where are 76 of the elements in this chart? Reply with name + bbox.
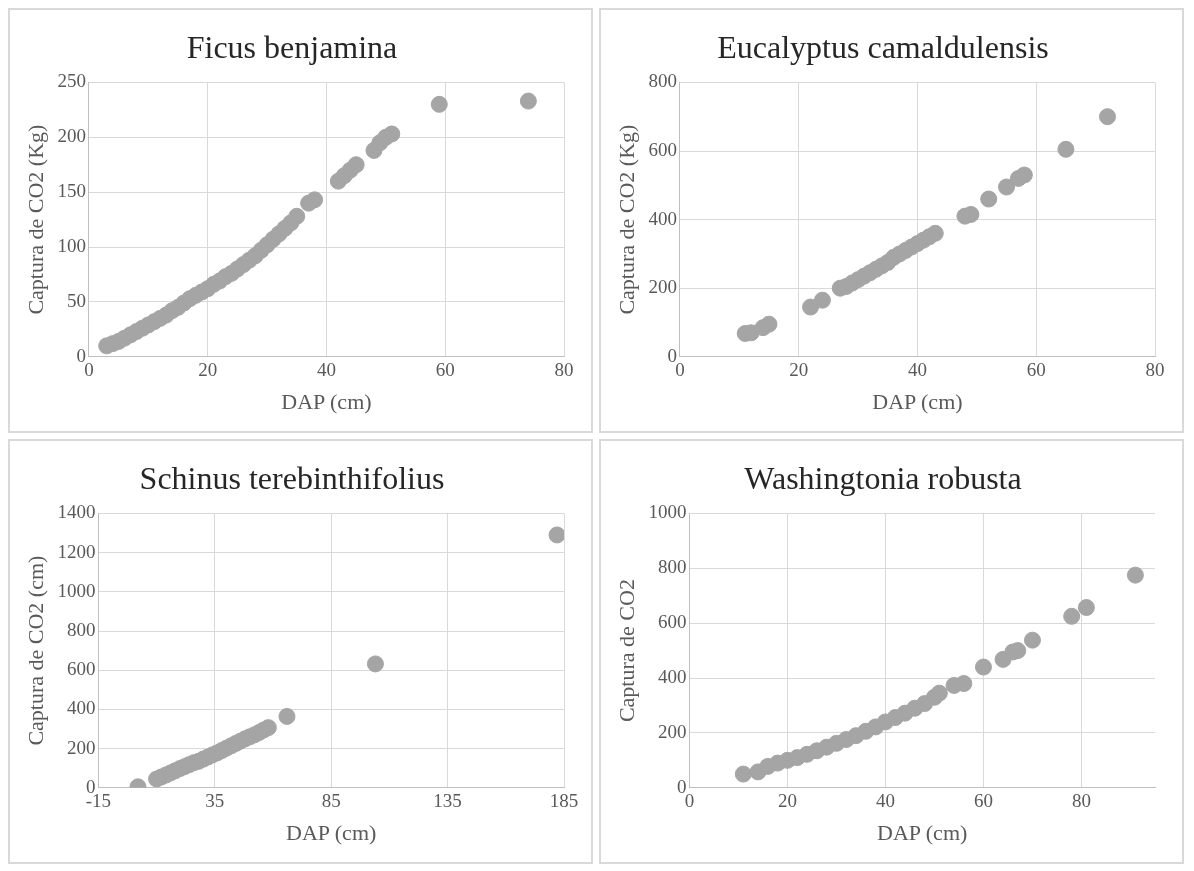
chart-title: Eucalyptus camaldulensis xyxy=(717,28,1049,65)
y-tick-label: 250 xyxy=(57,70,86,92)
x-axis-title: DAP (cm) xyxy=(872,388,963,414)
x-tick-label: 40 xyxy=(907,359,927,381)
y-axis-title: Captura de CO2 (cm) xyxy=(22,555,48,746)
y-axis-title: Captura de CO2 (Kg) xyxy=(613,124,639,315)
x-tick-label: 185 xyxy=(549,790,579,812)
y-axis-title: Captura de CO2 (Kg) xyxy=(22,124,48,315)
point xyxy=(519,92,537,110)
y-tick-label: 200 xyxy=(57,125,86,147)
y-tick-label: 0 xyxy=(667,344,677,366)
chart-title: Ficus benjamina xyxy=(186,28,398,65)
y-tick-label: 1200 xyxy=(57,540,96,562)
chart-title: Washingtonia robusta xyxy=(744,459,1022,496)
point xyxy=(1015,166,1033,184)
x-axis-title: DAP (cm) xyxy=(877,819,968,845)
x-tick-label: 40 xyxy=(875,790,895,812)
point xyxy=(974,658,992,676)
point xyxy=(734,765,752,783)
x-tick-label: 20 xyxy=(777,790,797,812)
y-tick-label: 800 xyxy=(657,556,687,578)
y-tick-label: 1000 xyxy=(648,501,687,523)
x-tick-label: 20 xyxy=(789,359,809,381)
point xyxy=(1063,607,1081,625)
point xyxy=(1077,599,1095,617)
point xyxy=(306,191,324,209)
point xyxy=(813,291,831,309)
point xyxy=(366,655,384,673)
y-tick-label: 400 xyxy=(648,207,677,229)
y-tick-label: 100 xyxy=(57,235,86,257)
y-tick-label: 400 xyxy=(657,666,687,688)
y-tick-label: 400 xyxy=(66,697,96,719)
point xyxy=(1023,631,1041,649)
point xyxy=(926,224,944,242)
y-tick-label: 600 xyxy=(657,611,687,633)
x-tick-label: 80 xyxy=(554,359,574,381)
chart-title: Schinus terebinthifolius xyxy=(139,459,445,496)
point xyxy=(288,207,306,225)
point xyxy=(1057,140,1075,158)
y-tick-label: 0 xyxy=(676,775,687,797)
y-tick-label: 1400 xyxy=(57,501,96,523)
y-axis-title: Captura de CO2 xyxy=(613,579,639,723)
x-tick-label: 35 xyxy=(205,790,225,812)
point xyxy=(980,190,998,208)
x-tick-label: 85 xyxy=(321,790,341,812)
x-tick-label: 40 xyxy=(316,359,336,381)
x-axis-title: DAP (cm) xyxy=(286,819,377,845)
y-tick-label: 50 xyxy=(66,289,86,311)
point xyxy=(1098,108,1116,126)
y-tick-label: 600 xyxy=(66,658,96,680)
point xyxy=(548,526,564,544)
point xyxy=(278,707,296,725)
y-tick-label: 200 xyxy=(66,736,96,758)
point xyxy=(998,178,1016,196)
x-axis-title: DAP (cm) xyxy=(281,388,372,414)
y-tick-label: 200 xyxy=(648,276,677,298)
x-tick-label: 20 xyxy=(198,359,218,381)
y-tick-label: 800 xyxy=(66,618,96,640)
x-tick-label: 60 xyxy=(435,359,455,381)
x-tick-label: 80 xyxy=(1071,790,1091,812)
x-tick-label: 60 xyxy=(973,790,993,812)
point xyxy=(1126,566,1144,584)
point xyxy=(930,684,948,702)
y-tick-label: 200 xyxy=(657,720,687,742)
y-tick-label: 0 xyxy=(76,344,86,366)
y-tick-label: 800 xyxy=(648,70,677,92)
y-tick-label: 600 xyxy=(648,138,677,160)
point xyxy=(760,315,778,333)
point xyxy=(347,156,365,174)
y-tick-label: 150 xyxy=(57,180,86,202)
x-tick-label: 80 xyxy=(1145,359,1165,381)
point xyxy=(430,95,448,113)
y-tick-label: 1000 xyxy=(57,579,96,601)
x-tick-label: 60 xyxy=(1026,359,1046,381)
point xyxy=(383,125,401,143)
x-tick-label: 135 xyxy=(433,790,462,812)
